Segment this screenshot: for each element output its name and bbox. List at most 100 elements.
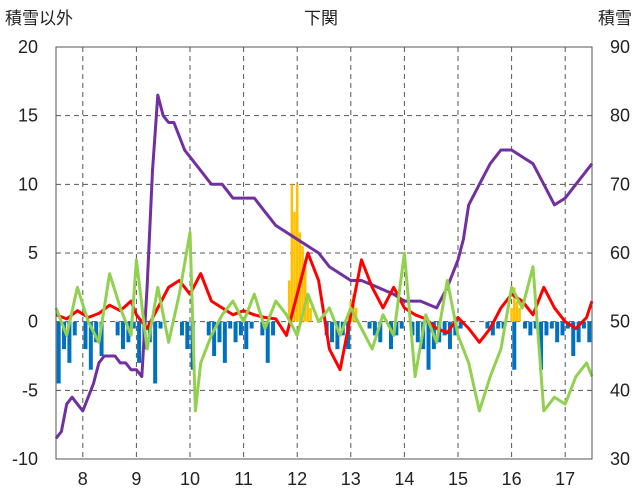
bar-1-2 [293,211,296,322]
x-tick-4: 12 [287,469,307,489]
x-tick-labels: 8 9 10 11 12 13 14 15 16 17 [78,469,575,489]
bar-0-15 [153,321,158,384]
bar-1-6 [303,259,307,322]
bar-0-42 [399,321,404,329]
bar-0-62 [544,321,549,336]
y-right-tick-4: 70 [610,174,630,194]
bar-1-1 [290,184,294,322]
bar-0-6 [94,321,99,343]
x-tick-0: 8 [78,469,88,489]
bar-0-4 [83,321,88,350]
y-right-tick-5: 80 [610,106,630,126]
bar-0-0 [56,321,61,384]
gridlines [56,47,592,459]
bar-0-3 [72,321,77,336]
series-line-0 [54,93,594,440]
line-series [54,93,594,440]
bar-1-15 [518,307,521,322]
bar-0-18 [185,321,190,350]
x-tick-6: 14 [394,469,414,489]
bar-0-27 [244,321,249,350]
x-tick-7: 15 [448,469,468,489]
bar-0-39 [378,321,383,343]
bar-1-12 [510,307,513,322]
bar-0-46 [426,321,431,370]
bar-1-13 [513,287,516,322]
bar-0-70 [587,321,592,343]
bar-0-54 [490,321,495,336]
y-left-tick-6: 20 [18,37,38,57]
bar-0-24 [228,321,233,329]
bar-0-52 [458,321,463,329]
bar-0-69 [581,321,586,329]
bar-0-17 [179,321,184,336]
bar-0-21 [212,321,217,356]
bar-0-40 [389,321,393,350]
bar-0-41 [394,321,399,336]
bar-1-5 [301,246,304,322]
bar-0-37 [367,321,372,329]
y-right-tick-2: 50 [610,312,630,332]
bar-0-12 [137,321,142,363]
bar-0-44 [415,321,420,343]
y-right-tick-3: 60 [610,243,630,263]
bar-0-58 [523,321,527,329]
y-right-tick-1: 40 [610,380,630,400]
y-left-tick-labels: -10 -5 0 5 10 15 20 [12,37,38,469]
x-tick-3: 11 [234,469,253,489]
y-axis-left-label: 積雪以外 [5,9,73,29]
bar-0-7 [99,321,104,356]
series-line-2 [54,230,594,413]
y-right-tick-6: 90 [610,37,630,57]
x-tick-9: 17 [555,469,575,489]
bar-0-65 [560,321,565,336]
bar-1-3 [295,184,299,322]
y-left-tick-5: 15 [18,106,38,126]
bar-0-31 [271,321,276,336]
y-right-tick-0: 30 [610,449,630,469]
y-left-tick-0: -10 [12,449,38,469]
bar-1-0 [287,280,291,322]
bar-0-26 [238,321,243,336]
bar-1-7 [306,294,310,322]
bar-0-67 [571,321,576,356]
chart-title: 下関 [304,9,338,29]
bar-0-5 [88,321,93,370]
bar-0-29 [260,321,265,336]
bar-0-57 [512,321,517,370]
bar-0-59 [528,321,533,336]
plot-frame [55,46,593,460]
bar-0-61 [539,321,544,370]
bar-0-11 [131,321,136,329]
bar-0-30 [265,321,270,363]
bar-0-2 [67,321,72,363]
bar-0-20 [206,321,211,336]
y-left-tick-4: 10 [18,174,38,194]
y-left-tick-2: 0 [28,312,38,332]
y-left-tick-3: 5 [28,243,38,263]
y-axis-right-label: 積雪 [598,9,632,29]
bar-0-1 [62,321,67,350]
bar-0-9 [121,321,125,350]
x-tick-2: 10 [180,469,200,489]
bar-1-11 [354,307,358,322]
bar-0-55 [496,321,501,329]
y-left-tick-1: -5 [22,380,38,400]
bar-1-8 [309,307,312,322]
bar-0-38 [372,321,377,336]
bar-0-33 [330,321,335,343]
x-tick-1: 9 [131,469,141,489]
bar-0-28 [249,321,254,329]
bar-0-64 [555,321,560,343]
bar-1-14 [515,301,519,322]
bar-0-60 [533,321,538,329]
bar-0-49 [442,321,447,336]
bar-0-68 [576,321,581,343]
bar-0-8 [115,321,120,336]
y-right-tick-labels: 30 40 50 60 70 80 90 [610,37,630,469]
bar-1-4 [298,232,302,322]
bar-0-53 [485,321,490,329]
bar-0-63 [549,321,554,329]
x-tick-5: 13 [341,469,361,489]
